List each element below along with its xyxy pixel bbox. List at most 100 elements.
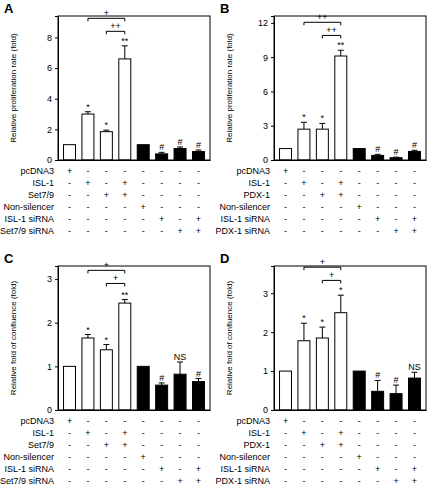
condition-mark: - [123, 214, 126, 224]
condition-mark: - [68, 428, 71, 438]
condition-mark: - [160, 190, 163, 200]
condition-mark: - [358, 178, 361, 188]
condition-mark: - [413, 452, 416, 462]
condition-mark: - [123, 452, 126, 462]
condition-mark: - [123, 226, 126, 236]
condition-mark: - [160, 202, 163, 212]
condition-mark: - [413, 428, 416, 438]
condition-mark: - [376, 452, 379, 462]
condition-mark: - [86, 226, 89, 236]
y-tick-mark [271, 293, 274, 294]
comparison-bracket [106, 31, 124, 34]
y-axis-line [55, 17, 59, 161]
comparison-label: ++ [317, 12, 328, 22]
bar [82, 114, 94, 160]
significance-label: * [105, 335, 109, 345]
condition-mark: - [86, 214, 89, 224]
condition-mark: + [196, 214, 201, 224]
bar [372, 391, 384, 410]
condition-mark: - [179, 214, 182, 224]
condition-mark: - [395, 440, 398, 450]
condition-mark: - [86, 202, 89, 212]
condition-mark: - [105, 476, 108, 486]
condition-mark: + [104, 190, 109, 200]
condition-mark: - [302, 416, 305, 426]
condition-mark: - [302, 202, 305, 212]
condition-label: ISL-1 [248, 178, 270, 188]
condition-mark: - [160, 452, 163, 462]
plot-frame [274, 266, 426, 410]
condition-mark: - [395, 166, 398, 176]
condition-mark: + [412, 214, 417, 224]
significance-label: * [339, 285, 343, 295]
y-tick: 4 [47, 94, 58, 104]
y-tick-label: 9 [263, 53, 268, 63]
condition-label: ISL-1 siRNA [220, 214, 270, 224]
x-axis [275, 410, 427, 412]
condition-mark: - [376, 416, 379, 426]
condition-mark: - [179, 428, 182, 438]
condition-mark: - [302, 464, 305, 474]
y-tick-mark [271, 371, 274, 372]
y-tick-label: 3 [263, 289, 268, 299]
significance-label: * [302, 313, 306, 323]
panel: ARelative proliferation rate (fold)02468… [0, 1, 211, 236]
condition-label: pcDNA3 [236, 416, 270, 426]
condition-mark: - [376, 190, 379, 200]
condition-mark: - [142, 428, 145, 438]
significance-label: ** [121, 290, 129, 300]
condition-mark: - [321, 416, 324, 426]
y-tick-mark [271, 332, 274, 333]
bars [280, 295, 421, 410]
bars [64, 300, 205, 410]
error-bar [122, 300, 128, 303]
y-tick-label: 12 [258, 18, 268, 28]
y-axis-line [271, 267, 275, 411]
condition-mark: - [160, 178, 163, 188]
condition-mark: - [68, 452, 71, 462]
condition-mark: - [339, 202, 342, 212]
condition-mark: - [395, 464, 398, 474]
y-tick: 12 [258, 18, 274, 28]
significance-label: # [375, 370, 380, 380]
significance-label: # [159, 142, 164, 152]
plot-frame [58, 16, 210, 160]
error-bar [177, 147, 183, 149]
y-tick-mark [271, 91, 274, 92]
condition-label: ISL-1 [32, 428, 54, 438]
bar [335, 56, 347, 160]
condition-mark: - [179, 440, 182, 450]
condition-mark: - [160, 416, 163, 426]
y-tick-label: 4 [47, 94, 52, 104]
condition-mark: + [85, 428, 90, 438]
comparison-bracket [304, 267, 341, 270]
error-bar [375, 154, 381, 155]
condition-mark: + [67, 416, 72, 426]
comparison-label: + [104, 260, 109, 270]
condition-mark: - [105, 464, 108, 474]
x-axis [275, 160, 427, 162]
condition-label: ISL-1 siRNA [4, 464, 54, 474]
condition-mark: - [123, 166, 126, 176]
condition-mark: - [302, 452, 305, 462]
error-bar [319, 123, 325, 129]
bar [156, 385, 168, 410]
bar [174, 149, 186, 160]
condition-label: Set7/9 siRNA [0, 476, 54, 486]
condition-mark: - [105, 202, 108, 212]
error-stem [396, 385, 397, 394]
condition-mark: - [142, 190, 145, 200]
panel: CRelative fold of confluence (fold)0123*… [0, 251, 211, 486]
y-axis-title: Relative proliferation rate (fold) [9, 33, 18, 143]
bar [192, 382, 204, 410]
significance-label: # [412, 140, 417, 150]
significance-label: * [321, 113, 325, 123]
error-stem [303, 122, 304, 129]
condition-mark: + [141, 452, 146, 462]
condition-mark: + [412, 226, 417, 236]
y-tick: 0 [263, 405, 274, 415]
condition-mark: - [358, 190, 361, 200]
condition-mark: - [197, 440, 200, 450]
y-tick-mark [55, 410, 58, 411]
condition-mark: - [160, 476, 163, 486]
